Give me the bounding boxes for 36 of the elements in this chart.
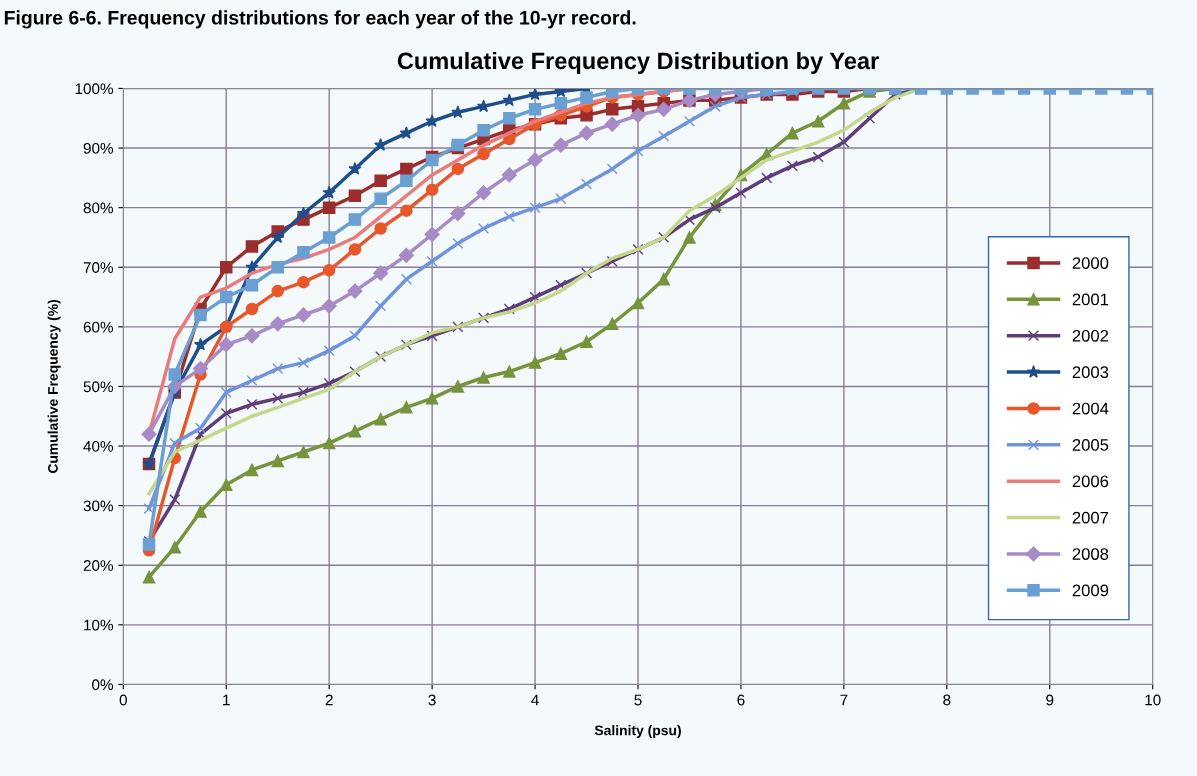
legend-label: 2009 <box>1072 584 1109 597</box>
caption: Figure 6-6. Frequency distributions for each year of the 10-yr record. <box>4 10 636 29</box>
legend-label: 2008 <box>1072 548 1109 560</box>
y-tick-label: 10% <box>84 619 114 631</box>
x-tick-label: 9 <box>1046 694 1054 706</box>
legend-label: 2001 <box>1072 293 1109 306</box>
y-tick-label: 100% <box>75 83 114 95</box>
legend-label: 2000 <box>1072 257 1109 269</box>
y-tick-label: 70% <box>83 262 114 273</box>
y-tick-label: 50% <box>83 381 114 393</box>
legend-label: 2004 <box>1072 402 1109 415</box>
x-tick-label: 6 <box>737 694 745 706</box>
legend-label: 2007 <box>1072 511 1109 524</box>
x-tick-label: 4 <box>531 694 539 706</box>
y-tick-label: 20% <box>83 560 114 571</box>
y-axis-title: Cumulative Frequency (%) <box>47 299 61 474</box>
y-tick-label: 80% <box>83 202 114 214</box>
x-tick-label: 1 <box>223 694 230 706</box>
x-tick-label: 3 <box>428 694 436 706</box>
legend-label: 2002 <box>1072 329 1109 342</box>
x-tick-label: 2 <box>325 694 333 706</box>
y-tick-label: 0% <box>92 679 114 691</box>
x-axis-title: Salinity (psu) <box>594 725 681 739</box>
y-tick-label: 90% <box>83 142 114 154</box>
chart-title: Cumulative Frequency Distribution by Year <box>397 51 879 74</box>
x-tick-label: 0 <box>119 694 127 706</box>
x-tick-label: 8 <box>943 694 951 706</box>
legend-label: 2003 <box>1072 366 1109 379</box>
y-tick-label: 60% <box>83 321 114 333</box>
y-tick-label: 40% <box>83 440 114 452</box>
x-tick-label: 5 <box>634 694 642 706</box>
x-tick-label: 10 <box>1145 694 1161 706</box>
y-tick-label: 30% <box>83 500 114 512</box>
legend-label: 2005 <box>1072 439 1109 451</box>
x-tick-label: 7 <box>840 694 848 706</box>
legend-label: 2006 <box>1072 475 1109 488</box>
